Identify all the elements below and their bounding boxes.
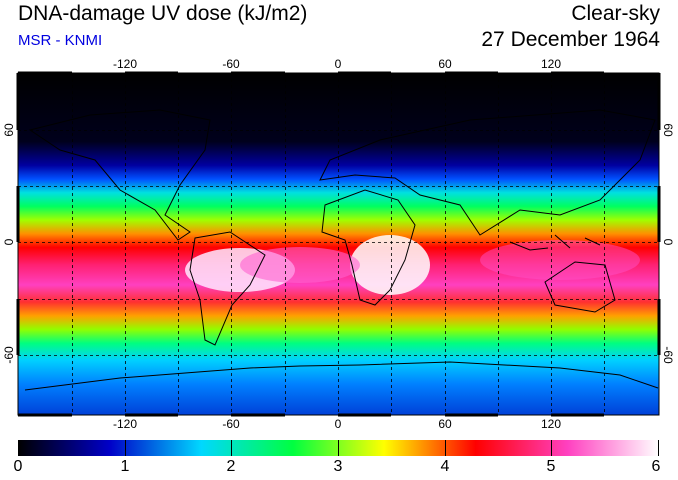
- high-dose-patches: [185, 235, 640, 295]
- graticule: [18, 73, 659, 415]
- lon-label-bottom: 60: [438, 417, 452, 431]
- lat-label-left: 60: [2, 123, 16, 137]
- colorbar-ticks: [18, 440, 659, 456]
- colorbar-label: 2: [226, 458, 236, 475]
- lat-label-right: -60: [661, 346, 675, 364]
- colorbar-label: 5: [546, 458, 556, 475]
- map-date: 27 December 1964: [481, 28, 660, 51]
- coast-australia: [544, 261, 616, 313]
- lat-label-left: 0: [2, 238, 16, 245]
- coast-south-america: [189, 231, 266, 346]
- coast-africa: [321, 189, 416, 306]
- lon-label-bottom: 120: [541, 417, 561, 431]
- lat-label-left: -60: [2, 346, 16, 364]
- coast-maritime-asia: [509, 234, 601, 251]
- lon-label-bottom: 0: [335, 417, 342, 431]
- colorbar-label: 3: [333, 458, 343, 475]
- sky-condition: Clear-sky: [571, 2, 660, 25]
- map-frame: [16, 71, 661, 417]
- lon-label-top: -120: [113, 57, 137, 71]
- coast-antarctica: [24, 361, 659, 391]
- coast-north-america: [28, 109, 211, 241]
- colorbar-label: 4: [440, 458, 450, 475]
- lon-label-top: 60: [438, 57, 452, 71]
- colorbar-label: 1: [120, 458, 130, 475]
- coastlines: [24, 109, 659, 391]
- lat-label-right: 60: [661, 123, 675, 137]
- lon-label-top: 0: [335, 57, 342, 71]
- colorbar-label: 0: [13, 458, 23, 475]
- lon-label-top: -60: [222, 57, 240, 71]
- map-source: MSR - KNMI: [18, 32, 103, 49]
- map-title: DNA-damage UV dose (kJ/m2): [18, 2, 308, 25]
- lon-label-top: 120: [541, 57, 561, 71]
- lat-label-right: 0: [661, 239, 675, 246]
- lon-label-bottom: -120: [113, 417, 137, 431]
- lon-label-bottom: -60: [222, 417, 240, 431]
- colorbar-label: 6: [651, 458, 661, 475]
- coast-eurasia: [319, 109, 656, 236]
